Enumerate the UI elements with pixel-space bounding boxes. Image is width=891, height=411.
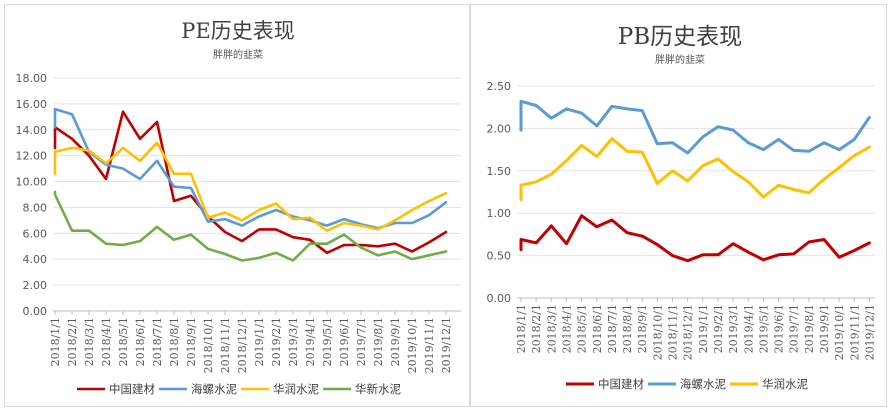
pb-x-tick-label: 2018/10/1 — [651, 304, 664, 360]
pb-y-tick-label: 2.00 — [487, 122, 512, 135]
pe-x-tick-label: 2018/7/1 — [151, 317, 164, 366]
pb-chart: PB历史表现 胖胖的韭菜 0.00 0.50 1.00 1.50 2.00 2.50 20… — [487, 24, 877, 391]
pb-x-tick-label: 2019/1/1 — [697, 304, 710, 353]
pe-y-tick-label: 10.00 — [16, 176, 48, 189]
pe-chart: PE历史表现 胖胖的韭菜 0.00 2.00 4.00 6.00 8.00 10.00 12… — [16, 19, 461, 396]
pe-x-tick-label: 2019/6/1 — [338, 317, 351, 366]
pb-x-tick-label: 2018/12/1 — [682, 304, 695, 360]
pb-x-tick-label: 2018/11/1 — [667, 304, 680, 360]
pe-chart-panel: PE历史表现 胖胖的韭菜 0.00 2.00 4.00 6.00 8.00 10.00 12… — [4, 4, 470, 407]
pb-x-tick-label: 2019/12/1 — [863, 304, 876, 360]
pb-x-tick-label: 2019/5/1 — [757, 304, 770, 353]
pb-x-tick-label: 2018/2/1 — [530, 304, 543, 353]
pb-series-line — [519, 214, 871, 263]
pe-x-tick-label: 2019/10/1 — [406, 317, 419, 373]
pe-x-tick-label: 2018/10/1 — [202, 317, 215, 373]
pb-chart-panel: PB历史表现 胖胖的韭菜 0.00 0.50 1.00 1.50 2.00 2.50 20… — [470, 4, 887, 407]
pe-y-tick-label: 2.00 — [23, 279, 48, 292]
pe-x-tick-label: 2019/7/1 — [355, 317, 368, 366]
pe-x-tick-label: 2018/8/1 — [168, 317, 181, 366]
pb-y-tick-label: 2.50 — [487, 80, 512, 93]
pb-y-tick-label: 1.50 — [487, 165, 512, 178]
pe-x-tick-label: 2018/2/1 — [66, 317, 79, 366]
pe-x-tick-label: 2019/3/1 — [287, 317, 300, 366]
pe-x-tick-label: 2019/8/1 — [372, 317, 385, 366]
pb-series-line — [519, 99, 871, 155]
pe-legend-label: 中国建材 — [109, 382, 155, 396]
pb-x-tick-label: 2019/11/1 — [848, 304, 861, 360]
pb-x-tick-label: 2019/10/1 — [833, 304, 846, 360]
pe-series-line — [53, 107, 448, 230]
pe-series-line — [53, 110, 448, 255]
pb-x-tick-label: 2019/3/1 — [727, 304, 740, 353]
pe-x-tick-label: 2019/2/1 — [270, 317, 283, 366]
pb-x-tick-label: 2018/8/1 — [621, 304, 634, 353]
pe-x-tick-label: 2018/9/1 — [185, 317, 198, 366]
pe-legend-label: 海螺水泥 — [191, 382, 237, 396]
pe-y-tick-label: 12.00 — [16, 150, 48, 163]
pe-chart-subtitle: 胖胖的韭菜 — [213, 48, 263, 61]
pe-legend-label: 华新水泥 — [355, 382, 401, 396]
pe-x-tick-label: 2019/1/1 — [253, 317, 266, 366]
pe-x-tick-label: 2019/4/1 — [304, 317, 317, 366]
pe-y-tick-label: 8.00 — [23, 201, 48, 214]
pb-legend-label: 海螺水泥 — [680, 377, 726, 391]
pe-x-tick-label: 2019/5/1 — [321, 317, 334, 366]
pb-x-tick-label: 2019/2/1 — [712, 304, 725, 353]
pb-x-tick-label: 2019/4/1 — [742, 304, 755, 353]
pe-series-line — [53, 190, 448, 262]
pe-y-tick-label: 14.00 — [16, 124, 48, 137]
pe-x-tick-label: 2019/9/1 — [389, 317, 402, 366]
pb-x-tick-label: 2018/3/1 — [545, 304, 558, 353]
pb-x-tick-label: 2019/9/1 — [818, 304, 831, 353]
pe-x-tick-label: 2018/11/1 — [219, 317, 232, 373]
pe-y-tick-label: 0.00 — [23, 305, 48, 318]
pb-chart-title: PB历史表现 — [618, 24, 742, 50]
pe-y-tick-label: 4.00 — [23, 253, 48, 266]
pb-x-tick-label: 2018/7/1 — [606, 304, 619, 353]
pe-legend-label: 华润水泥 — [273, 382, 319, 396]
pe-x-tick-label: 2019/11/1 — [423, 317, 436, 373]
pb-x-tick-label: 2018/9/1 — [636, 304, 649, 353]
pe-x-tick-label: 2018/5/1 — [117, 317, 130, 366]
pb-x-tick-label: 2018/6/1 — [591, 304, 604, 353]
pe-x-tick-label: 2018/3/1 — [83, 317, 96, 366]
pb-y-tick-label: 0.00 — [487, 292, 512, 305]
pe-x-tick-label: 2018/6/1 — [134, 317, 147, 366]
pb-x-tick-label: 2019/6/1 — [773, 304, 786, 353]
pb-x-tick-label: 2019/7/1 — [788, 304, 801, 353]
pb-x-tick-label: 2019/8/1 — [803, 304, 816, 353]
pb-x-tick-label: 2018/1/1 — [515, 304, 528, 353]
pb-legend-label: 华润水泥 — [762, 377, 808, 391]
pb-legend-label: 中国建材 — [598, 377, 644, 391]
pe-y-tick-label: 18.00 — [16, 72, 48, 85]
pe-chart-title: PE历史表现 — [181, 19, 294, 43]
pe-x-tick-label: 2018/4/1 — [100, 317, 113, 366]
pe-y-tick-label: 6.00 — [23, 227, 48, 240]
pb-chart-subtitle: 胖胖的韭菜 — [655, 53, 705, 66]
pe-y-tick-label: 16.00 — [16, 98, 48, 111]
pe-x-tick-label: 2019/12/1 — [440, 317, 453, 373]
pe-x-tick-label: 2018/12/1 — [236, 317, 249, 373]
pb-y-tick-label: 1.00 — [487, 207, 512, 220]
pe-x-tick-label: 2018/1/1 — [49, 317, 62, 366]
pb-y-tick-label: 0.50 — [487, 250, 512, 263]
pb-series-line — [519, 137, 871, 202]
pe-series-line — [53, 141, 448, 232]
pb-x-tick-label: 2018/4/1 — [560, 304, 573, 353]
pb-x-tick-label: 2018/5/1 — [576, 304, 589, 353]
